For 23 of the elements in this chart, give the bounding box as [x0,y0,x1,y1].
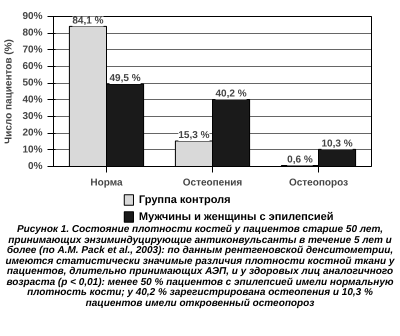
y-tick-label: 80% [22,28,43,39]
text: Рисунок 1. Состояние плотности костей у пациентов старше 50 лет, принимающих энзиминдуцирующие антиконвульсанты в течение 5 лет и более (по A.M. Pack et al., 2003): по данным рентгеновской денситометрии, имеются статистически значимые различия плотности костной ткани у пациентов, длительно принимающих АЭП, и у здоровых лиц аналогичного возраста (p < 0,01): менее 50 % пациентов с эпилепсией имели нормальную плотность кости; у 40,2 % зарегистрирована остеопения и 10,3 % пациентов имели откровенный остеопороз [4,224,396,309]
data-label: 49,5 % [109,73,141,84]
y-tick-label: 0% [28,161,43,172]
y-axis-title: Число пациентов (%) [3,39,14,144]
legend-label: Мужчины и женщины с эпилепсией [138,211,334,223]
x-tick-label: Остеопения [182,178,242,188]
data-label: 10,3 % [321,138,353,150]
y-tick-label: 50% [22,78,43,89]
legend-label: Группа контроля [138,194,231,206]
y-tick-label: 30% [22,111,43,122]
y-tick-label: 90% [22,11,43,22]
data-label: 15,3 % [178,130,210,141]
x-tick-label: Остеопороз [288,178,348,188]
data-label: 40,2 % [215,88,247,100]
y-tick-label: 60% [22,61,43,72]
x-tick-label: Норма [90,178,124,188]
y-tick-label: 10% [22,144,43,156]
data-label: 84,1 % [72,15,104,26]
y-tick-label: 70% [22,44,43,56]
y-tick-label: 40% [22,94,43,106]
data-label: 0,6 % [287,154,313,166]
y-tick-label: 20% [22,128,43,139]
